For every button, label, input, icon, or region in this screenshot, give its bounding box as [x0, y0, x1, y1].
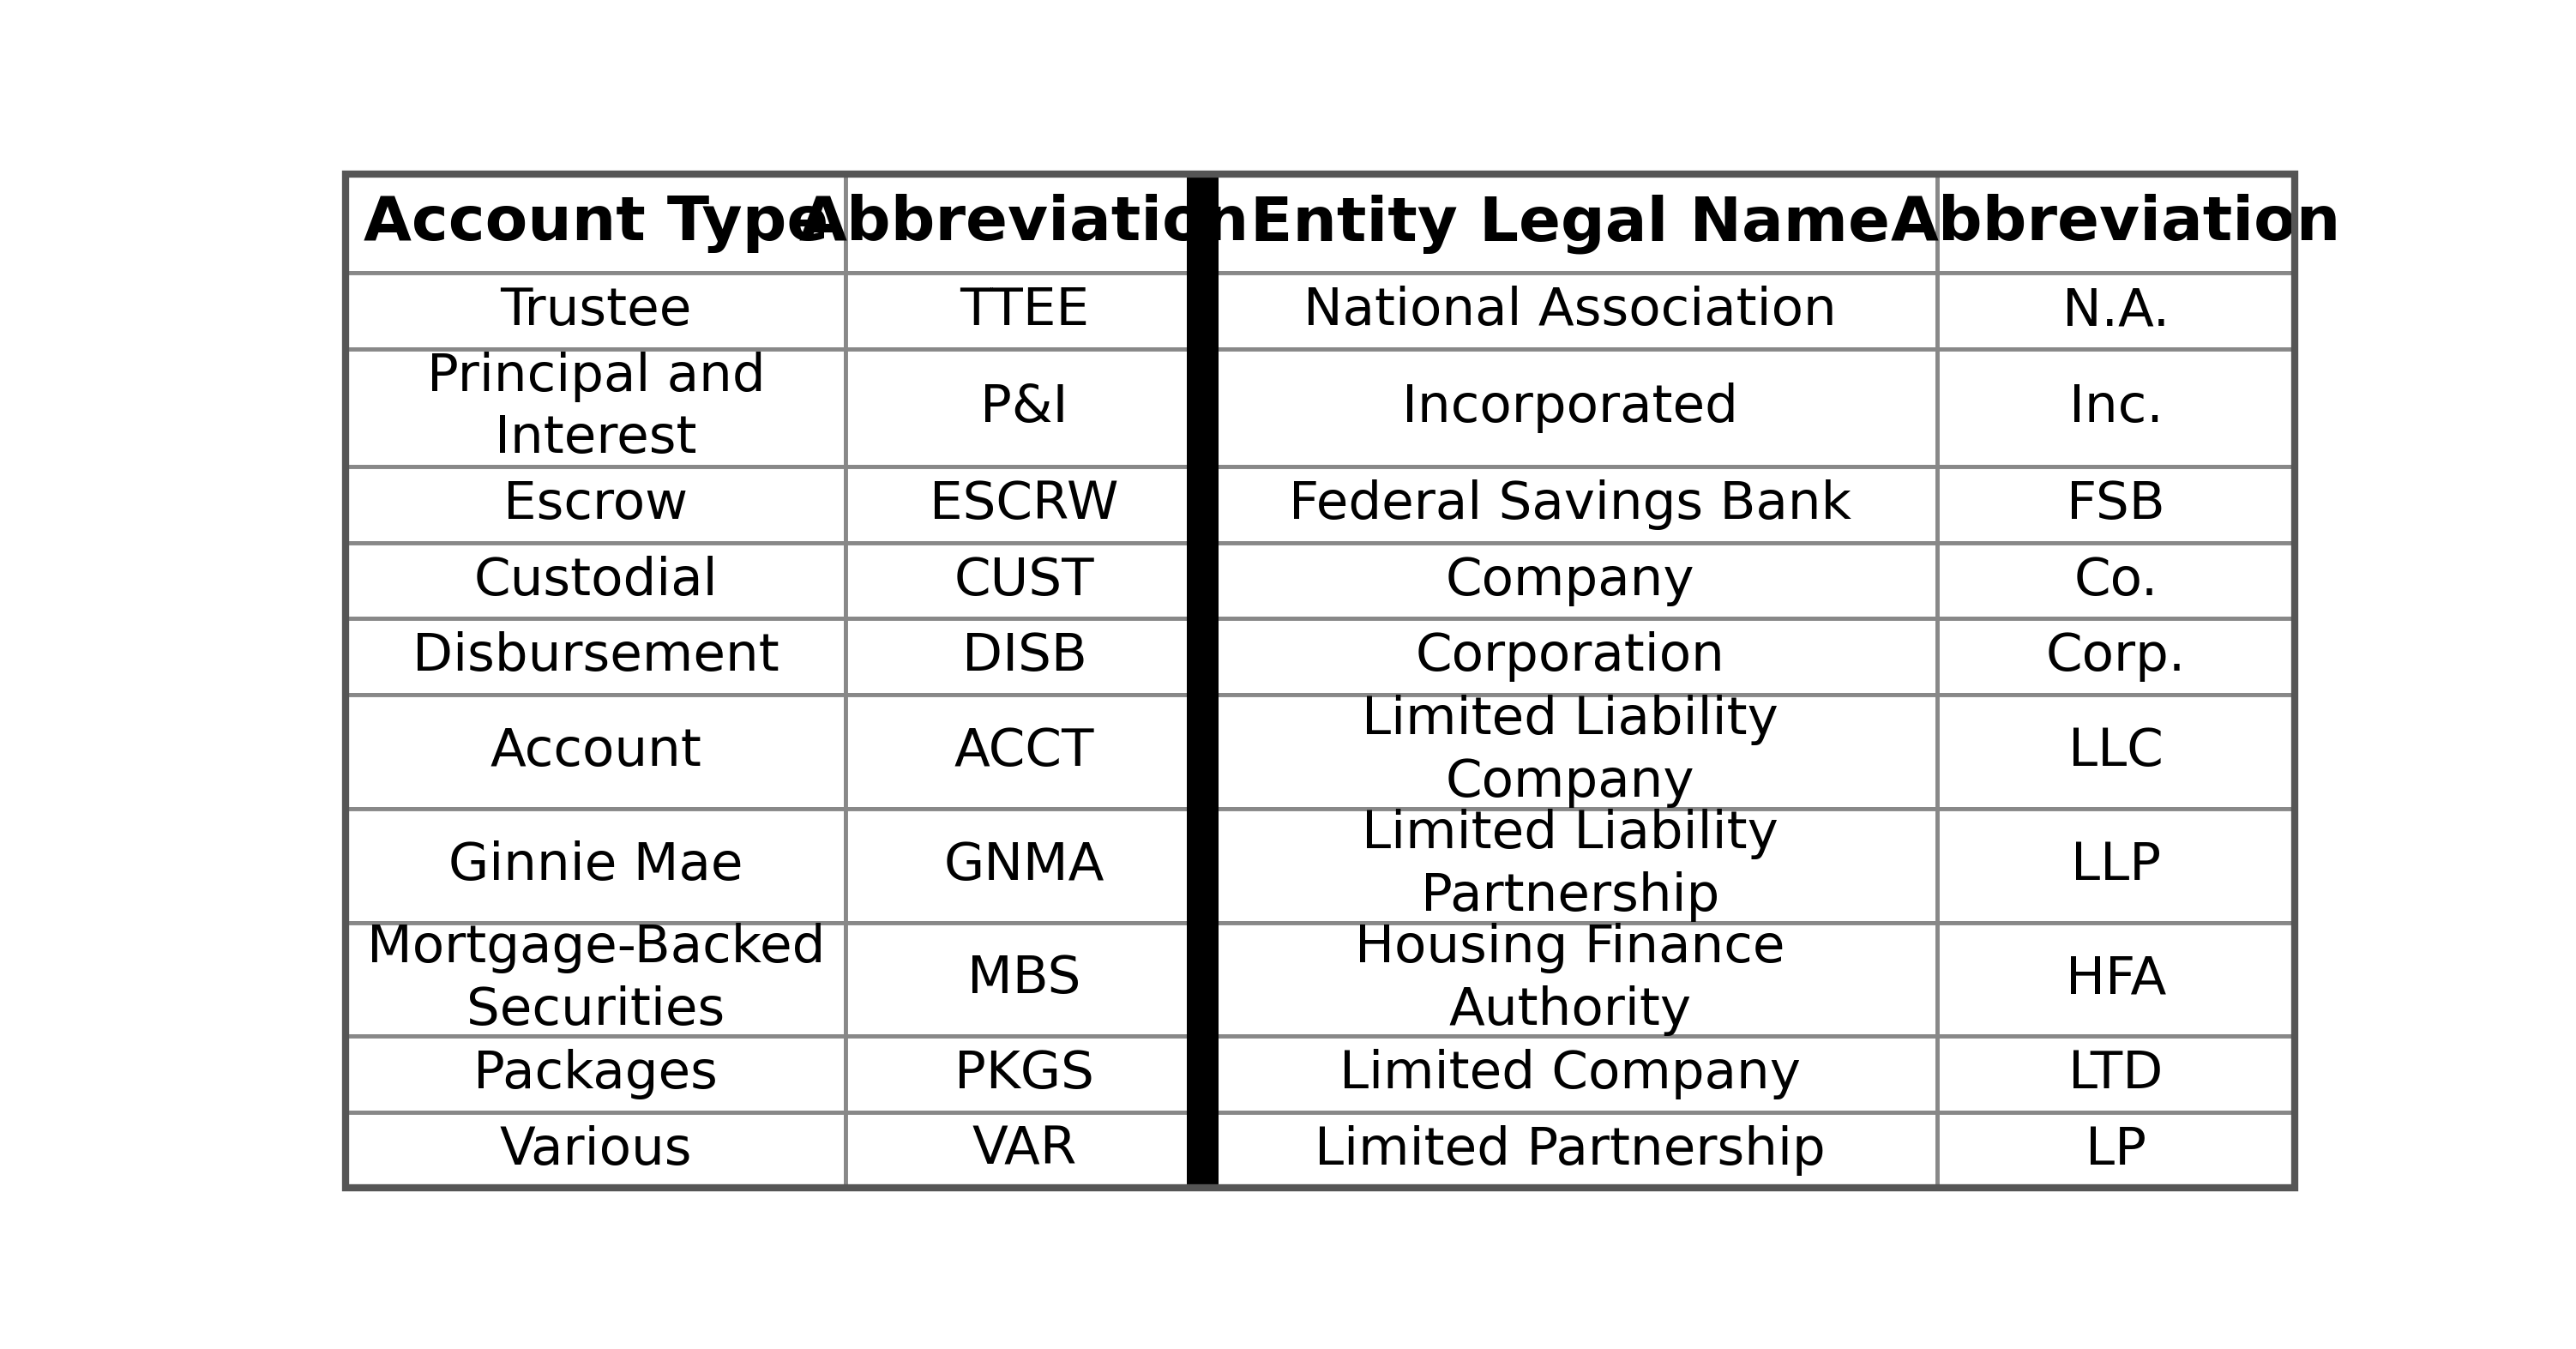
Text: Various: Various [500, 1125, 693, 1175]
Text: Disbursement: Disbursement [412, 631, 781, 681]
Bar [1203, 1112, 1937, 1188]
Bar [1203, 808, 1937, 923]
Bar [1937, 349, 2295, 467]
Text: Housing Finance
Authority: Housing Finance Authority [1355, 923, 1785, 1036]
Text: LP: LP [2087, 1125, 2146, 1175]
Bar [345, 174, 845, 272]
Text: P&I: P&I [981, 383, 1069, 433]
Text: Escrow: Escrow [505, 479, 688, 530]
Text: Limited Liability
Partnership: Limited Liability Partnership [1363, 809, 1777, 921]
Text: Company: Company [1445, 556, 1695, 606]
Text: Incorporated: Incorporated [1401, 383, 1739, 433]
Bar [1937, 695, 2295, 808]
Text: Limited Company: Limited Company [1340, 1050, 1801, 1099]
Bar [845, 695, 1203, 808]
Bar [845, 349, 1203, 467]
Text: Mortgage-Backed
Securities: Mortgage-Backed Securities [366, 923, 824, 1036]
Text: Federal Savings Bank: Federal Savings Bank [1288, 479, 1852, 530]
Text: TTEE: TTEE [958, 286, 1090, 336]
Bar [845, 619, 1203, 695]
Bar [845, 272, 1203, 349]
Text: FSB: FSB [2066, 479, 2164, 530]
Text: Corporation: Corporation [1414, 631, 1726, 681]
Bar [345, 808, 845, 923]
Bar [1203, 272, 1937, 349]
Text: Corp.: Corp. [2045, 631, 2187, 681]
Bar [1937, 542, 2295, 619]
Bar [845, 174, 1203, 272]
Text: ACCT: ACCT [953, 726, 1095, 777]
Bar [1203, 467, 1937, 542]
Bar [1203, 923, 1937, 1036]
Text: Abbreviation: Abbreviation [1891, 194, 2342, 254]
Text: ESCRW: ESCRW [930, 479, 1118, 530]
Bar [1937, 1112, 2295, 1188]
Bar [1937, 923, 2295, 1036]
Text: Entity Legal Name: Entity Legal Name [1249, 194, 1891, 254]
Bar [845, 1112, 1203, 1188]
Bar [345, 467, 845, 542]
Bar [1937, 272, 2295, 349]
Text: LLC: LLC [2069, 726, 2164, 777]
Text: Custodial: Custodial [474, 556, 719, 606]
Bar [345, 923, 845, 1036]
Bar [1937, 174, 2295, 272]
Text: Co.: Co. [2074, 556, 2159, 606]
Text: MBS: MBS [969, 954, 1082, 1005]
Text: Packages: Packages [474, 1050, 719, 1099]
Bar [1203, 1036, 1937, 1112]
Bar [1937, 1036, 2295, 1112]
Bar [845, 923, 1203, 1036]
Bar [345, 695, 845, 808]
Text: HFA: HFA [2066, 954, 2166, 1005]
Bar [345, 272, 845, 349]
Text: Account Type: Account Type [363, 194, 829, 254]
Bar [345, 349, 845, 467]
Bar [1937, 619, 2295, 695]
Text: N.A.: N.A. [2063, 286, 2169, 336]
Bar [1937, 467, 2295, 542]
Text: National Association: National Association [1303, 286, 1837, 336]
Bar [1203, 619, 1937, 695]
Text: Account: Account [489, 726, 701, 777]
Bar [845, 467, 1203, 542]
Text: Limited Partnership: Limited Partnership [1314, 1125, 1826, 1175]
Bar [345, 542, 845, 619]
Text: Limited Liability
Company: Limited Liability Company [1363, 695, 1777, 808]
Text: LLP: LLP [2071, 840, 2161, 890]
Text: PKGS: PKGS [956, 1050, 1095, 1099]
Bar [1203, 695, 1937, 808]
Text: Trustee: Trustee [500, 286, 693, 336]
Bar [1203, 349, 1937, 467]
Text: Abbreviation: Abbreviation [799, 194, 1249, 254]
Text: LTD: LTD [2069, 1050, 2164, 1099]
Bar [1188, 174, 1218, 1188]
Text: Inc.: Inc. [2069, 383, 2164, 433]
Bar [845, 542, 1203, 619]
Bar [345, 1112, 845, 1188]
Text: Principal and
Interest: Principal and Interest [428, 351, 765, 464]
Bar [345, 1036, 845, 1112]
Bar [1937, 808, 2295, 923]
Text: VAR: VAR [971, 1125, 1077, 1175]
Text: DISB: DISB [961, 631, 1087, 681]
Bar [1203, 174, 1937, 272]
Bar [845, 808, 1203, 923]
Text: CUST: CUST [953, 556, 1095, 606]
Bar [1203, 542, 1937, 619]
Bar [345, 619, 845, 695]
Bar [845, 1036, 1203, 1112]
Text: Ginnie Mae: Ginnie Mae [448, 840, 742, 890]
Text: GNMA: GNMA [943, 840, 1105, 890]
